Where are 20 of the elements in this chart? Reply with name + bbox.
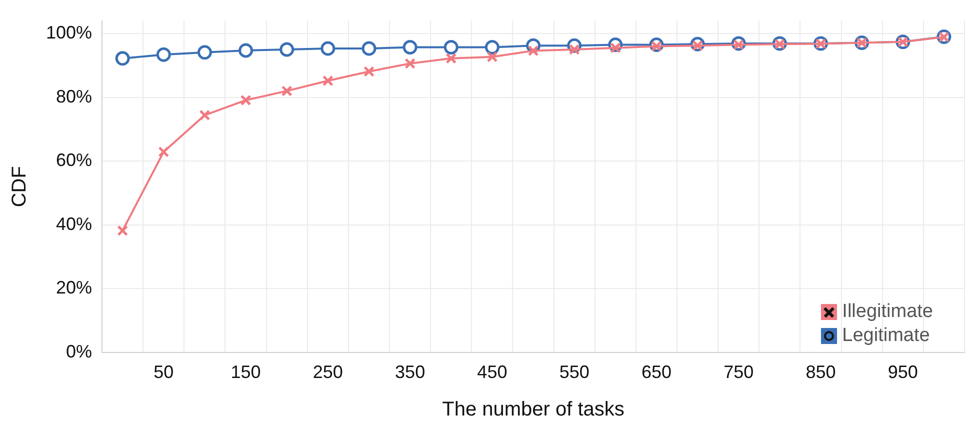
x-tick-label: 550 [559, 362, 590, 382]
x-axis-title: The number of tasks [442, 398, 624, 421]
y-tick-label: 40% [56, 214, 92, 234]
x-tick-label: 50 [154, 362, 174, 382]
y-tick-label: 20% [56, 278, 92, 298]
y-tick-label: 60% [56, 150, 92, 170]
x-tick-label: 650 [641, 362, 672, 382]
y-tick-label: 100% [46, 22, 92, 43]
legend-label: Legitimate [842, 324, 930, 348]
x-tick-label: 250 [312, 362, 343, 382]
y-tick-label: 80% [56, 86, 92, 106]
x-tick-label: 450 [477, 362, 508, 382]
x-tick-label: 950 [888, 362, 918, 382]
y-axis-title: CDF [8, 166, 31, 208]
x-tick-label: 750 [724, 362, 754, 382]
x-tick-label: 150 [230, 362, 261, 382]
legend-label: Illegitimate [842, 300, 933, 324]
x-tick-label: 350 [395, 362, 426, 382]
x-tick-label: 850 [806, 362, 836, 382]
y-tick-label: 0% [66, 341, 92, 362]
